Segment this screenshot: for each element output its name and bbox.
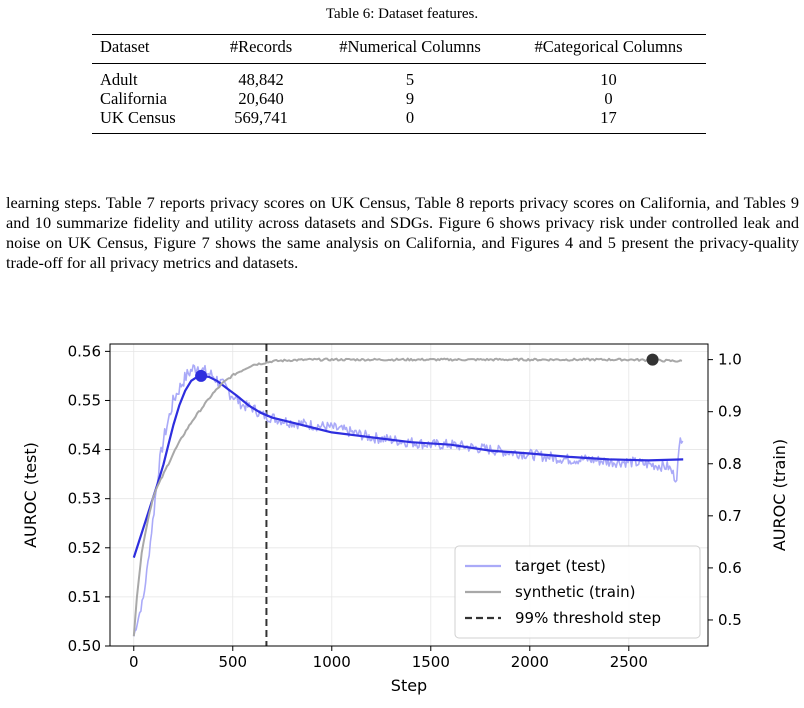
series-synthetic-train-line [132,357,683,637]
series-target-test-line [133,364,684,637]
x-tick-label: 500 [218,653,247,671]
table-cell: 569,741 [213,108,309,134]
table-cell: 5 [405,70,415,89]
legend-label: target (test) [515,557,606,575]
train-peak-marker [646,353,659,366]
table-caption: Table 6: Dataset features. [325,6,479,22]
y-left-tick-label: 0.52 [68,539,101,557]
table-cell: 0 [309,108,511,134]
legend-label: synthetic (train) [515,583,636,601]
table-cell: 0 [604,89,613,108]
y-left-axis-label: AUROC (test) [21,442,40,548]
table-cell: 10 [600,70,617,89]
dataset-features-table: Dataset #Records #Numerical Columns #Cat… [92,34,706,134]
y-right-tick-label: 1.0 [718,351,742,369]
table-cell: 17 [511,108,706,134]
table-header-records: #Records [213,34,309,64]
table-cell: 48,842 [238,70,284,89]
table-cell: California [100,89,167,108]
x-tick-label: 1000 [313,653,351,671]
y-right-tick-label: 0.6 [718,559,742,577]
table-cell: 20,640 [238,89,284,108]
x-tick-label: 0 [129,653,139,671]
plot-frame [109,343,709,647]
y-left-tick-label: 0.56 [68,342,101,360]
table-cell: 9 [405,89,415,108]
legend-box [454,545,701,639]
table-cell: UK Census [92,108,213,134]
series-target-smoothed-line [132,374,684,558]
y-left-tick-label: 0.51 [68,588,101,606]
body-paragraph: learning steps. Table 7 reports privacy … [6,193,799,272]
y-left-tick-label: 0.53 [68,490,101,508]
table-header-row: Dataset #Records #Numerical Columns #Cat… [92,34,706,64]
auroc-chart: 0 500 1000 1500 2000 2500 0.50 0.51 0.52 0.53 0.54… [21,342,789,695]
y-right-tick-label: 0.5 [718,611,742,629]
y-right-tick-label: 0.7 [718,507,742,525]
table-header-dataset: Dataset [92,34,213,64]
y-left-tick-label: 0.54 [68,441,101,459]
table-row: Adult 48,842 5 10 [92,64,706,90]
x-tick-label: 1500 [412,653,450,671]
x-tick-label: 2000 [511,653,549,671]
y-right-tick-label: 0.8 [718,455,742,473]
x-tick-label: 2500 [610,653,648,671]
y-right-tick-label: 0.9 [718,403,742,421]
y-right-axis-label: AUROC (train) [770,439,789,551]
table-cell: Adult [100,70,138,89]
table-header-categorical: #Categorical Columns [511,34,706,64]
x-axis-label: Step [391,676,427,695]
table-row: UK Census 569,741 0 17 [92,108,706,134]
table-row: California 20,640 9 0 [92,89,706,108]
y-left-tick-label: 0.50 [68,637,101,655]
y-left-tick-label: 0.55 [68,391,101,409]
legend-label: 99% threshold step [515,609,661,627]
test-peak-marker [195,369,208,382]
table-header-numerical: #Numerical Columns [309,34,511,64]
